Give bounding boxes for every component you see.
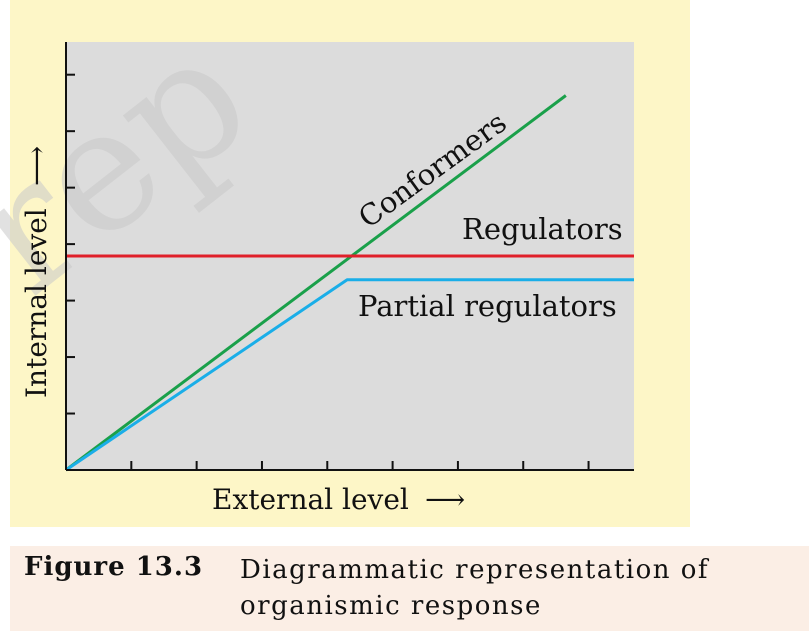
caption: Figure 13.3 Diagrammatic representation … bbox=[10, 546, 809, 631]
series-lines bbox=[65, 94, 634, 472]
chart: rep Conformers Regulators Partial regula… bbox=[0, 0, 634, 516]
x-axis-title: External level ⟶ bbox=[212, 483, 465, 516]
x-axis-label: External level bbox=[212, 483, 409, 516]
axis-ticks bbox=[66, 73, 590, 470]
x-axis-arrow-icon: ⟶ bbox=[425, 483, 465, 516]
y-axis-label: Internal level bbox=[20, 208, 53, 398]
caption-text: Diagrammatic representation of organismi… bbox=[240, 555, 710, 621]
series-line-partial-regulators bbox=[65, 278, 634, 472]
series-label-regulators: Regulators bbox=[462, 212, 623, 246]
series-label-partial-regulators: Partial regulators bbox=[358, 289, 617, 323]
y-axis-arrow-icon: ⟶ bbox=[20, 146, 53, 186]
caption-label: Figure 13.3 bbox=[24, 552, 204, 582]
series-line-conformers bbox=[65, 94, 567, 472]
y-axis-title: Internal level ⟶ bbox=[20, 146, 53, 398]
